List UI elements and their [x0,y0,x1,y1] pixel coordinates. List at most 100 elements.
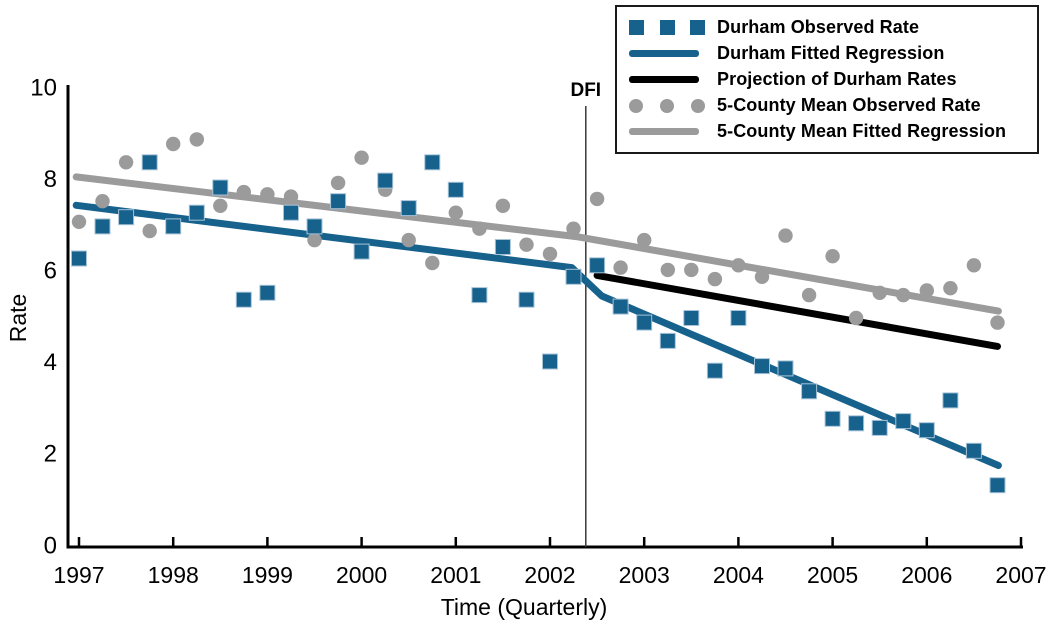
circle-marker-icon [691,98,705,113]
x-tick-label: 1997 [53,562,104,588]
x-tick-label: 2000 [336,562,387,588]
legend: Durham Observed Rate Durham Fitted Regre… [615,5,1039,154]
x-tick-label: 2002 [524,562,575,588]
y-tick-label: 8 [44,166,57,193]
y-tick-label: 2 [44,441,57,468]
durham-observed-point [683,310,700,326]
durham-observed-point [565,268,582,285]
county-observed-point [754,269,770,284]
durham-observed-point [165,218,182,235]
durham-observed-point [188,204,205,221]
durham-observed-point [659,332,676,349]
x-tick-label: 1999 [242,562,293,588]
county-observed-point [872,285,887,300]
x-tick-label: 2006 [901,562,952,588]
gray-line-icon [629,128,699,135]
durham-observed-point [612,298,629,315]
x-tick-label: 2003 [619,562,670,588]
county-observed-point [848,310,864,326]
county-observed-point [660,262,675,278]
durham-observed-point [895,413,912,430]
durham-observed-point [377,172,394,189]
durham-observed-point [989,477,1006,494]
durham-observed-square-markers [629,20,705,35]
county-observed-point [118,155,134,170]
county-observed-point [778,228,793,243]
county-observed-point [236,184,251,200]
durham-observed-point [542,353,558,370]
county-observed-point [896,287,911,303]
durham-observed-point [141,154,158,171]
legend-item-county-observed: 5-County Mean Observed Rate [629,93,1025,118]
county-observed-circle-markers [629,98,705,113]
durham-observed-point [94,218,111,235]
durham-observed-point [801,383,818,400]
y-tick-label: 10 [30,74,57,101]
y-axis-title: Rate [5,294,31,343]
county-observed-point [519,237,534,252]
durham-observed-point [235,291,252,308]
durham-observed-point [353,243,370,260]
durham-observed-point [424,154,441,171]
county-observed-point [566,221,581,236]
county-observed-point [637,232,652,248]
durham-observed-point [754,358,770,375]
durham-observed-point [518,291,535,308]
county-observed-point [613,260,628,275]
legend-label-durham-fitted: Durham Fitted Regression [717,43,945,63]
durham-observed-point [118,209,135,226]
durham-fitted-line-marker [629,50,705,57]
county-observed-point [542,246,558,262]
durham-observed-point [471,287,488,304]
durham-observed-point [447,181,464,198]
county-observed-point [731,258,746,273]
legend-item-county-fitted: 5-County Mean Fitted Regression [629,119,1025,144]
county-observed-point [919,283,934,298]
county-observed-point [990,315,1005,330]
county-observed-point [189,132,204,147]
square-marker-icon [629,20,644,35]
durham-observed-point [212,179,229,196]
county-fitted-regression-line [72,173,1002,315]
durham-observed-point [848,415,865,432]
y-tick-label: 4 [44,349,57,376]
x-tick-label: 2007 [995,562,1046,588]
county-observed-point [707,271,723,287]
county-observed-point [330,175,346,191]
county-observed-point [95,194,110,209]
durham-observed-point [965,442,982,459]
legend-item-projection: Projection of Durham Rates [629,67,1025,92]
county-observed-point [589,191,605,207]
black-line-icon [629,76,699,83]
legend-label-county-observed: 5-County Mean Observed Rate [717,95,981,115]
y-tick-label: 0 [44,532,57,559]
durham-observed-point [71,250,87,267]
projection-line-marker [629,76,705,83]
county-observed-point [448,205,463,220]
county-observed-point [71,214,87,229]
county-observed-point [495,198,511,213]
circle-marker-icon [660,98,674,113]
durham-observed-point [777,360,794,377]
durham-observed-point [942,392,959,409]
x-axis-title: Time (Quarterly) [441,594,608,620]
county-observed-point [307,232,322,248]
durham-observed-point [259,284,276,301]
durham-observed-point [283,204,299,221]
durham-observed-point [589,257,606,274]
county-observed-point [354,150,369,165]
legend-label-county-fitted: 5-County Mean Fitted Regression [717,121,1007,141]
county-observed-point [684,262,699,278]
axes [66,85,1023,549]
square-marker-icon [690,20,705,35]
county-observed-point [283,189,299,204]
durham-projection-line [593,271,1001,350]
county-observed-point [260,187,275,202]
durham-observed-point [330,193,347,210]
square-marker-icon [659,20,675,35]
x-tick-label: 2005 [807,562,858,588]
dfi-label: DFI [570,80,601,101]
circle-marker-icon [629,98,643,113]
